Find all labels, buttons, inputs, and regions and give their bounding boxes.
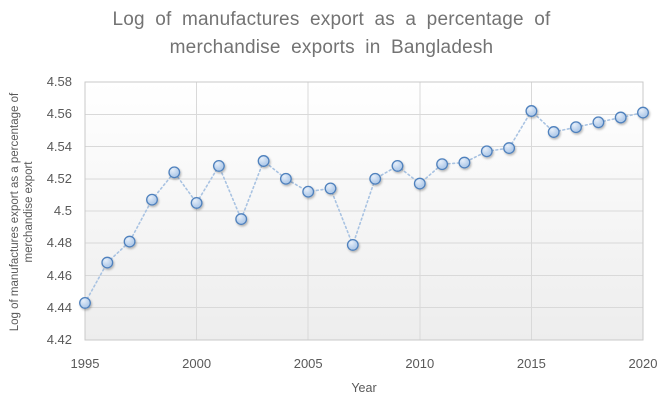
- x-axis-tick-label: 2005: [293, 356, 323, 371]
- y-axis-tick-label: 4.48: [46, 235, 72, 251]
- y-axis-tick-label: 4.56: [46, 106, 72, 122]
- data-point: [79, 296, 91, 309]
- data-point: [592, 116, 605, 129]
- x-axis-tick-label: 2010: [405, 356, 435, 371]
- chart-title: Log of manufactures export as a percenta…: [0, 6, 663, 62]
- data-point: [413, 177, 426, 190]
- chart-title-line2: merchandise exports in Bangladesh: [169, 37, 494, 58]
- data-point: [324, 182, 337, 195]
- data-point: [391, 159, 404, 172]
- y-axis-tick-label: 4.5: [53, 203, 72, 218]
- data-point: [123, 235, 136, 248]
- data-point: [525, 105, 538, 117]
- y-axis-tick-label: 4.44: [46, 299, 72, 315]
- chart-title-line1: Log of manufactures export as a percenta…: [112, 9, 551, 30]
- data-point: [637, 106, 649, 119]
- y-axis-tick-label: 4.46: [46, 267, 72, 283]
- y-axis-title-line1: Log of manufactures export as a percenta…: [9, 92, 21, 332]
- data-point: [458, 156, 471, 169]
- data-point: [503, 142, 516, 155]
- x-axis-tick-label: 2020: [628, 356, 658, 371]
- y-axis-tick-label: 4.42: [46, 332, 72, 347]
- x-axis-title: Year: [351, 381, 377, 395]
- series-markers: [79, 105, 649, 309]
- data-point: [369, 172, 382, 185]
- plot-area: [79, 81, 649, 341]
- x-axis-tick-label: 2015: [516, 356, 546, 371]
- y-axis-tick-label: 4.54: [46, 138, 72, 154]
- data-point: [212, 159, 225, 172]
- data-point: [168, 166, 181, 179]
- data-point: [235, 213, 248, 226]
- y-axis-tick-label: 4.58: [46, 74, 72, 89]
- data-point: [436, 158, 449, 171]
- data-point: [190, 196, 203, 209]
- data-point: [480, 145, 493, 158]
- data-point: [570, 121, 582, 134]
- data-point: [257, 155, 270, 167]
- data-point: [614, 111, 627, 124]
- y-axis-tick-label: 4.52: [46, 170, 72, 186]
- x-axis-tick-label: 2000: [182, 356, 212, 371]
- data-point: [547, 126, 560, 138]
- data-point: [146, 193, 158, 206]
- x-axis-tick-label: 1995: [70, 356, 100, 371]
- data-point: [346, 238, 359, 251]
- data-point: [279, 172, 292, 185]
- data-point: [302, 185, 315, 198]
- plot-border: [84, 81, 644, 341]
- data-point: [101, 256, 114, 269]
